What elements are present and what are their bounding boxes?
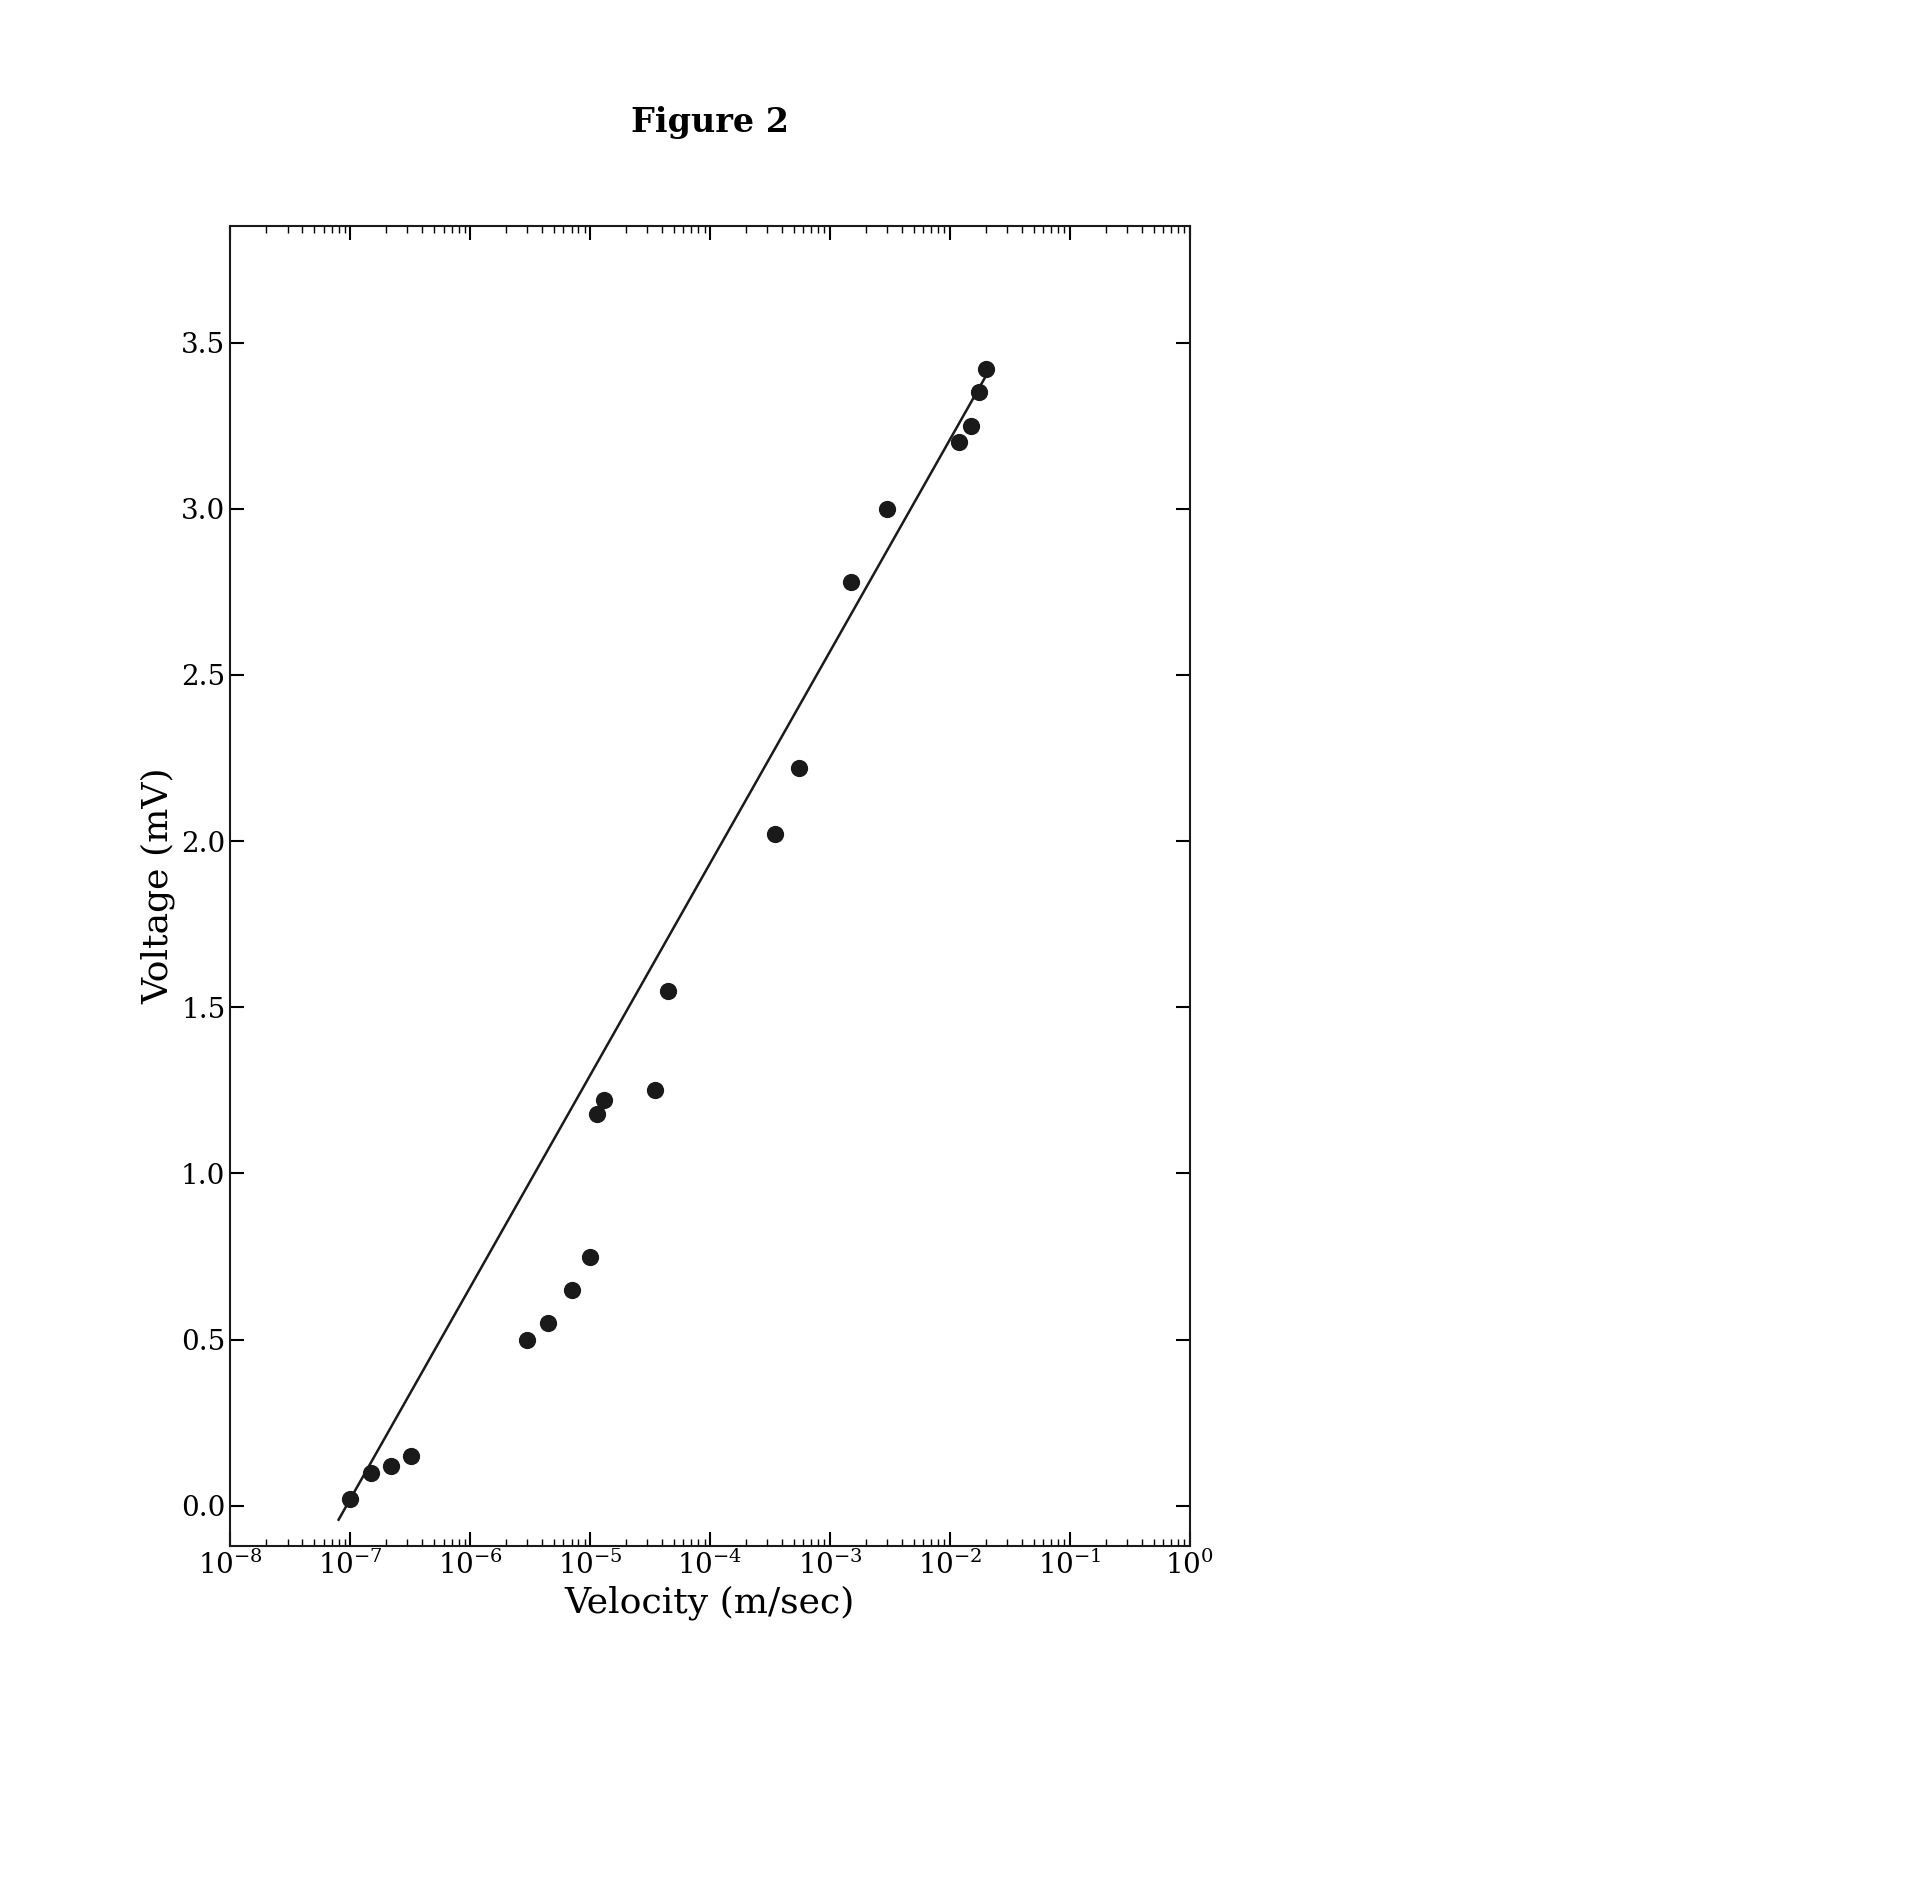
Point <box>760 820 791 850</box>
Point <box>395 1440 426 1470</box>
Point <box>357 1457 388 1487</box>
Point <box>533 1308 564 1338</box>
Point <box>641 1074 672 1105</box>
Y-axis label: Voltage (mV): Voltage (mV) <box>140 767 175 1005</box>
Point <box>944 428 975 458</box>
Point <box>871 494 902 524</box>
Point <box>334 1483 365 1514</box>
Point <box>963 377 994 407</box>
X-axis label: Velocity (m/sec): Velocity (m/sec) <box>564 1585 856 1619</box>
Text: Figure 2: Figure 2 <box>631 106 789 139</box>
Point <box>837 567 867 598</box>
Point <box>576 1242 606 1272</box>
Point <box>783 752 814 782</box>
Point <box>956 411 986 441</box>
Point <box>512 1325 543 1355</box>
Point <box>376 1451 407 1482</box>
Point <box>581 1099 612 1129</box>
Point <box>557 1274 587 1304</box>
Point <box>589 1086 620 1116</box>
Point <box>652 976 683 1007</box>
Point <box>971 354 1002 385</box>
